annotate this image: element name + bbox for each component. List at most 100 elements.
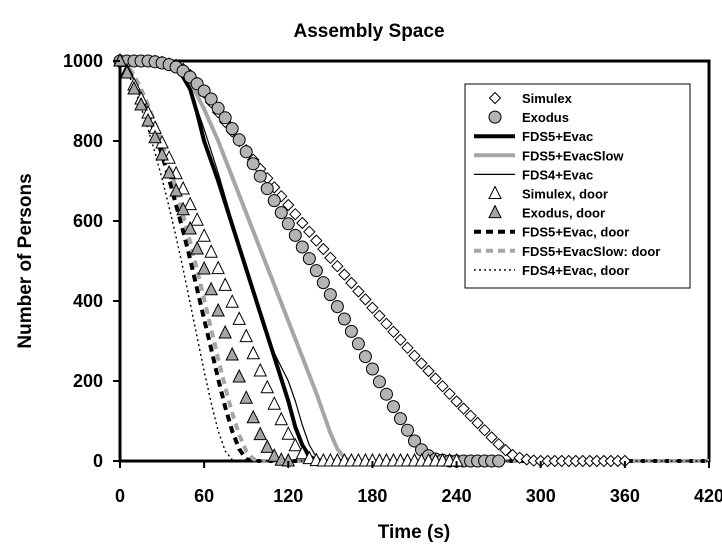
legend-label: FDS4+Evac, door [522,263,629,278]
data-point [373,309,386,323]
data-point [274,411,289,426]
series-5 [113,52,464,467]
legend-item: Exodus [488,110,569,125]
data-point [141,112,155,127]
legend-item: FDS4+Evac [474,167,593,182]
data-point [232,368,247,383]
data-point [379,387,393,401]
x-tick-label: 300 [526,486,556,506]
data-point [365,362,379,376]
data-point [176,201,190,216]
data-point [239,328,254,343]
data-point [457,402,470,415]
data-point [253,426,268,441]
legend-label: FDS4+Evac [522,167,593,182]
y-tick-label: 1000 [63,51,103,71]
data-point [288,437,303,452]
data-point [127,80,141,95]
data-point [450,395,463,408]
legend-label: Exodus [522,110,569,125]
data-point [295,445,310,460]
data-point [408,349,421,363]
data-point [429,372,442,385]
data-point [478,423,491,437]
data-point [351,337,365,351]
legend: Simulex Exodus FDS5+Evac FDS5+EvacSlow FDS4+… [464,83,691,289]
legend-item: FDS5+Evac [474,129,593,144]
data-point [309,264,323,278]
data-point [281,426,296,440]
data-point [155,146,169,161]
x-tick-label: 120 [273,486,303,506]
data-point [323,288,337,302]
data-point [162,164,176,179]
data-point [253,362,268,377]
data-point [190,240,204,255]
y-tick-label: 400 [73,291,103,311]
data-point [316,276,330,290]
data-point [204,281,218,296]
data-point [218,324,232,339]
data-point [415,357,428,370]
data-point [352,285,365,298]
series-layer [113,52,709,468]
x-tick-label: 60 [194,486,214,506]
data-point [471,416,484,430]
data-point [422,364,435,378]
data-point [190,212,204,226]
data-point [134,96,148,111]
data-point [274,206,288,220]
legend-swatch [488,110,502,124]
data-point [169,182,183,197]
data-point [239,390,254,404]
data-point [120,64,134,79]
x-tick-label: 240 [442,486,472,506]
legend-label: Simulex, door [522,187,608,202]
data-point [260,182,274,196]
data-point [281,217,295,231]
data-point [310,234,323,247]
data-point [218,277,232,291]
y-axis-label: Number of Persons [15,173,36,348]
data-point [211,302,225,317]
y-axis-ticks: 0 200 400 600 800 1000 [63,51,120,471]
data-point [331,259,344,273]
data-point [401,341,414,355]
x-axis-ticks: 0 60 120 180 240 300 360 420 [115,461,722,506]
data-point [148,129,162,144]
data-point [380,317,393,331]
data-point [344,324,358,338]
data-point [225,294,239,308]
data-point [345,276,358,290]
data-point [372,375,386,389]
data-point [296,216,309,230]
data-point [253,169,267,183]
data-point [204,244,218,258]
series-7 [118,59,709,463]
data-point [393,412,407,426]
data-point [464,409,477,423]
x-tick-label: 0 [115,486,125,506]
data-point [492,454,506,468]
y-tick-label: 600 [73,211,103,231]
data-point [288,228,302,242]
series-6 [113,52,296,467]
data-point [330,300,344,314]
data-point [387,325,400,339]
data-point [317,242,330,256]
data-point [260,379,275,394]
data-point [386,400,400,414]
data-point [225,122,239,136]
x-tick-label: 180 [357,486,387,506]
legend-item: FDS5+Evac, door [474,225,629,240]
data-point [408,434,421,448]
legend-item: FDS5+EvacSlow: door [474,244,660,259]
data-point [260,439,275,453]
data-point [239,145,253,159]
data-point [492,437,505,451]
data-point [267,194,281,208]
data-point [211,101,225,115]
legend-item: FDS4+Evac, door [474,263,629,278]
legend-label: FDS5+EvacSlow [522,148,624,163]
